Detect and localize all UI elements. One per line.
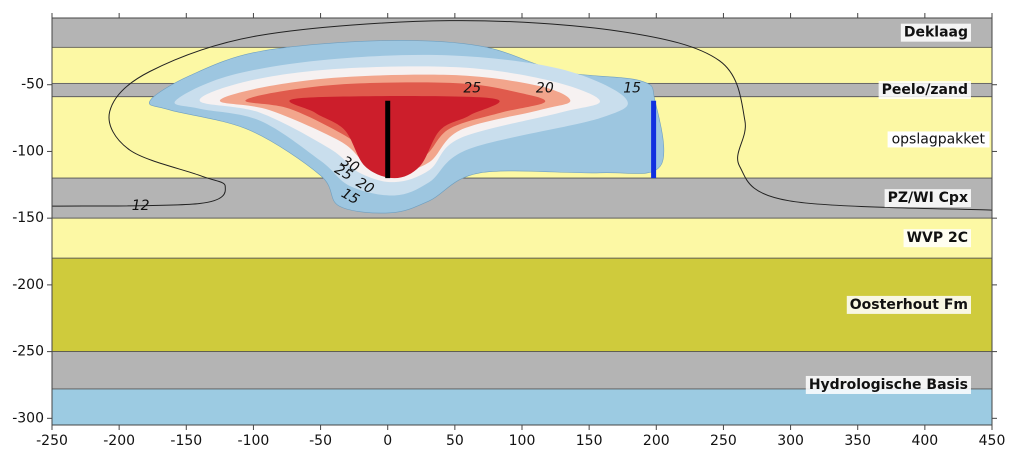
x-tick-label: 400	[911, 433, 938, 449]
y-tick-label: -200	[12, 277, 44, 293]
layer-label: PZ/WI Cpx	[888, 190, 968, 206]
x-tick-label: -200	[103, 433, 135, 449]
contour-label: 15	[623, 81, 641, 97]
x-tick-label: 300	[777, 433, 804, 449]
y-tick-label: -100	[12, 143, 44, 159]
layer-label: Deklaag	[904, 25, 968, 41]
y-tick-label: -50	[21, 77, 44, 93]
layer	[52, 389, 992, 425]
layer-label: Hydrologische Basis	[809, 377, 968, 393]
x-tick-label: -100	[238, 433, 270, 449]
layer	[52, 218, 992, 258]
page: 2520151230252015 DeklaagPeelo/zandPZ/WI …	[0, 0, 1009, 453]
x-tick-label: 250	[710, 433, 737, 449]
y-tick-label: -300	[12, 410, 44, 426]
x-tick-label: 50	[446, 433, 464, 449]
layer-label: WVP 2C	[907, 230, 968, 246]
contour-label: 25	[463, 81, 481, 97]
x-tick-label: 100	[509, 433, 536, 449]
x-tick-label: -50	[309, 433, 332, 449]
x-tick-label: 450	[979, 433, 1006, 449]
y-tick-label: -250	[12, 344, 44, 360]
y-tick-label: -150	[12, 210, 44, 226]
layer-label: Peelo/zand	[882, 82, 968, 98]
chart: 2520151230252015 DeklaagPeelo/zandPZ/WI …	[0, 0, 1009, 453]
x-tick-label: -250	[36, 433, 68, 449]
contour-label: 12	[132, 198, 150, 214]
x-tick-label: 350	[844, 433, 871, 449]
x-tick-label: 0	[383, 433, 392, 449]
annotation: opslagpakket	[892, 131, 986, 147]
x-tick-label: 200	[643, 433, 670, 449]
layer-label: Oosterhout Fm	[850, 297, 968, 313]
contour-label: 20	[536, 81, 554, 97]
x-tick-label: 150	[576, 433, 603, 449]
layer	[52, 178, 992, 218]
x-tick-label: -150	[170, 433, 202, 449]
